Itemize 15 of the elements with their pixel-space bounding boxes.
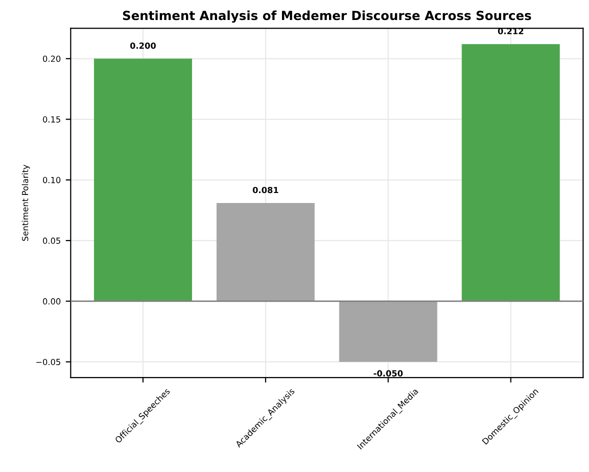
chart-title: Sentiment Analysis of Medemer Discourse Across Sources	[123, 10, 532, 23]
bar	[216, 202, 315, 302]
y-tick-label: 0.00	[42, 298, 60, 304]
bar	[94, 58, 192, 302]
bar	[339, 301, 438, 362]
y-tick-label: 0.20	[42, 56, 60, 62]
y-tick-label: 0.05	[42, 238, 60, 244]
y-axis-title: Sentiment Polarity	[22, 164, 30, 241]
data-label: -0.050	[374, 370, 403, 376]
y-tick-label: 0.10	[42, 176, 60, 184]
y-tick-label: −0.05	[36, 358, 60, 366]
bar	[462, 44, 560, 302]
data-label: 0.200	[130, 42, 156, 49]
data-label: 0.081	[252, 186, 278, 194]
y-tick-label: 0.15	[42, 116, 60, 123]
